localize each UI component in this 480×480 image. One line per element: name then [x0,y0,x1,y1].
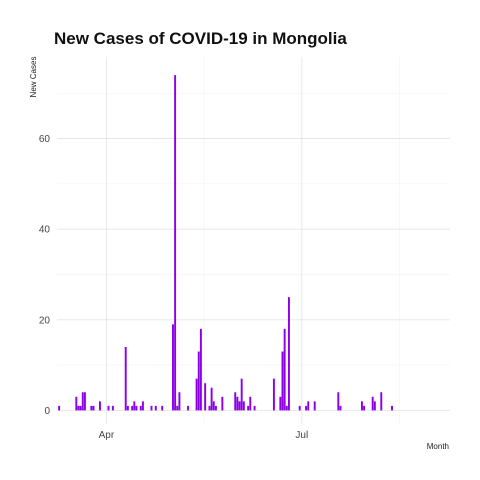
bar [161,406,163,411]
bar [80,406,82,411]
bar [340,406,342,411]
bar [108,406,110,411]
bar [234,392,236,410]
bars [58,75,393,410]
bar [133,401,135,410]
bar [241,379,243,411]
bar [249,397,251,411]
bar [215,406,217,411]
x-tick-label: Apr [99,430,115,441]
bar [198,352,200,411]
chart-title: New Cases of COVID-19 in Mongolia [54,29,347,48]
bar [75,397,77,411]
bar [151,406,153,411]
bar [282,352,284,411]
bar [127,406,129,411]
bar [78,406,80,411]
x-axis-label: Month [427,442,449,451]
bar [211,388,213,411]
bar [196,379,198,411]
x-axis-ticks: Apr Jul [99,430,309,441]
bar [305,406,307,411]
bar [82,392,84,410]
bar [284,329,286,411]
bar [372,397,374,411]
bar [391,406,393,411]
x-tick-label: Jul [295,430,308,441]
bar [307,401,309,410]
bar [131,406,133,411]
bar [93,406,95,411]
bar [236,397,238,411]
bar [314,401,316,410]
y-tick-label: 40 [39,225,51,236]
bar [337,392,339,410]
bar [279,397,281,411]
bar [99,401,101,410]
bar [84,392,86,410]
bar [243,401,245,410]
bar [221,397,223,411]
bar [178,392,180,410]
bar [140,406,142,411]
bar [361,401,363,410]
bar [176,406,178,411]
bar [239,401,241,410]
y-tick-label: 0 [44,406,50,417]
bar [213,401,215,410]
y-axis-ticks: 0 20 40 60 [39,134,51,417]
bar [247,406,249,411]
bar [90,406,92,411]
bar [125,347,127,410]
y-axis-label: New Cases [29,57,38,98]
bar [135,406,137,411]
bar [299,406,301,411]
bar [155,406,157,411]
bar [172,324,174,410]
bar [254,406,256,411]
bar [209,406,211,411]
bar [288,297,290,410]
bar [363,406,365,411]
bar [204,383,206,410]
bar [380,392,382,410]
bar [374,401,376,410]
bar [286,406,288,411]
bar [174,75,176,410]
y-tick-label: 60 [39,134,51,145]
bar [58,406,60,411]
grid [57,57,450,424]
bar [112,406,114,411]
y-tick-label: 20 [39,315,51,326]
bar [273,379,275,411]
bar [142,401,144,410]
bar [200,329,202,411]
bar [187,406,189,411]
